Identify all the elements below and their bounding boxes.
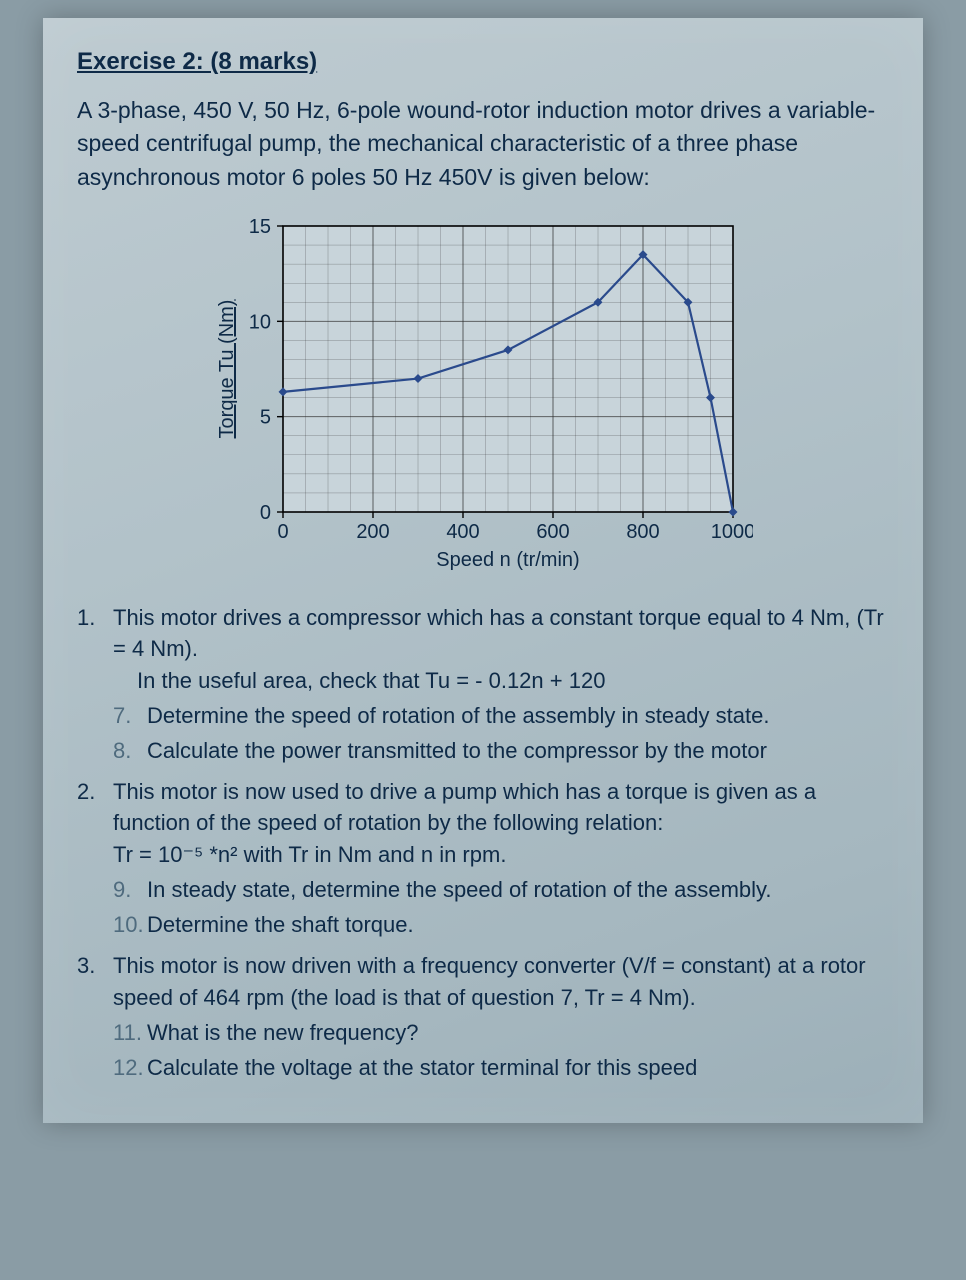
sub11-marker: 11. bbox=[113, 1017, 147, 1048]
q2-content: This motor is now used to drive a pump w… bbox=[113, 776, 889, 940]
svg-text:Torque Tu (Nm): Torque Tu (Nm) bbox=[216, 300, 238, 439]
q3-sub12: 12. Calculate the voltage at the stator … bbox=[113, 1052, 889, 1083]
sub9-marker: 9. bbox=[113, 874, 147, 905]
q3-content: This motor is now driven with a frequenc… bbox=[113, 950, 889, 1083]
svg-text:200: 200 bbox=[356, 521, 389, 543]
sub7-marker: 7. bbox=[113, 700, 147, 731]
question-3: 3. This motor is now driven with a frequ… bbox=[77, 950, 889, 1083]
exercise-sheet: Exercise 2: (8 marks) A 3-phase, 450 V, … bbox=[43, 18, 923, 1123]
sub11-text: What is the new frequency? bbox=[147, 1017, 418, 1048]
svg-text:400: 400 bbox=[446, 521, 479, 543]
q3-lead: This motor is now driven with a frequenc… bbox=[113, 950, 889, 1012]
intro-paragraph: A 3-phase, 450 V, 50 Hz, 6-pole wound-ro… bbox=[77, 94, 889, 194]
q2-lead: This motor is now used to drive a pump w… bbox=[113, 776, 889, 838]
q2-relation: Tr = 10⁻⁵ *n² with Tr in Nm and n in rpm… bbox=[113, 839, 889, 870]
svg-text:0: 0 bbox=[260, 502, 271, 524]
svg-text:15: 15 bbox=[249, 216, 271, 238]
sub12-text: Calculate the voltage at the stator term… bbox=[147, 1052, 697, 1083]
exercise-title: Exercise 2: (8 marks) bbox=[77, 48, 889, 76]
sub8-marker: 8. bbox=[113, 735, 147, 766]
svg-text:10: 10 bbox=[249, 311, 271, 333]
chart-svg: 0 200 400 600 800 1000 0 5 10 15 Speed n (tr/min) T… bbox=[213, 214, 753, 574]
sub7-text: Determine the speed of rotation of the a… bbox=[147, 700, 769, 731]
q1-content: This motor drives a compressor which has… bbox=[113, 602, 889, 766]
q1-sub7: 7. Determine the speed of rotation of th… bbox=[113, 700, 889, 731]
sub9-text: In steady state, determine the speed of … bbox=[147, 874, 772, 905]
svg-text:1000: 1000 bbox=[711, 521, 753, 543]
sub8-text: Calculate the power transmitted to the c… bbox=[147, 735, 767, 766]
svg-text:800: 800 bbox=[626, 521, 659, 543]
q3-sub11: 11. What is the new frequency? bbox=[113, 1017, 889, 1048]
q2-sub10: 10. Determine the shaft torque. bbox=[113, 909, 889, 940]
questions-block: 1. This motor drives a compressor which … bbox=[77, 602, 889, 1083]
question-1: 1. This motor drives a compressor which … bbox=[77, 602, 889, 766]
q3-marker: 3. bbox=[77, 950, 113, 1083]
torque-speed-chart: 0 200 400 600 800 1000 0 5 10 15 Speed n (tr/min) T… bbox=[77, 214, 889, 574]
q2-marker: 2. bbox=[77, 776, 113, 940]
q1-check: In the useful area, check that Tu = - 0.… bbox=[113, 665, 889, 696]
svg-text:600: 600 bbox=[536, 521, 569, 543]
q2-sub9: 9. In steady state, determine the speed … bbox=[113, 874, 889, 905]
sub10-text: Determine the shaft torque. bbox=[147, 909, 414, 940]
q1-sub8: 8. Calculate the power transmitted to th… bbox=[113, 735, 889, 766]
svg-text:Speed n (tr/min): Speed n (tr/min) bbox=[436, 549, 579, 571]
sub12-marker: 12. bbox=[113, 1052, 147, 1083]
sub10-marker: 10. bbox=[113, 909, 147, 940]
q1-marker: 1. bbox=[77, 602, 113, 766]
question-2: 2. This motor is now used to drive a pum… bbox=[77, 776, 889, 940]
svg-text:5: 5 bbox=[260, 407, 271, 429]
q1-lead: This motor drives a compressor which has… bbox=[113, 602, 889, 664]
svg-text:0: 0 bbox=[277, 521, 288, 543]
